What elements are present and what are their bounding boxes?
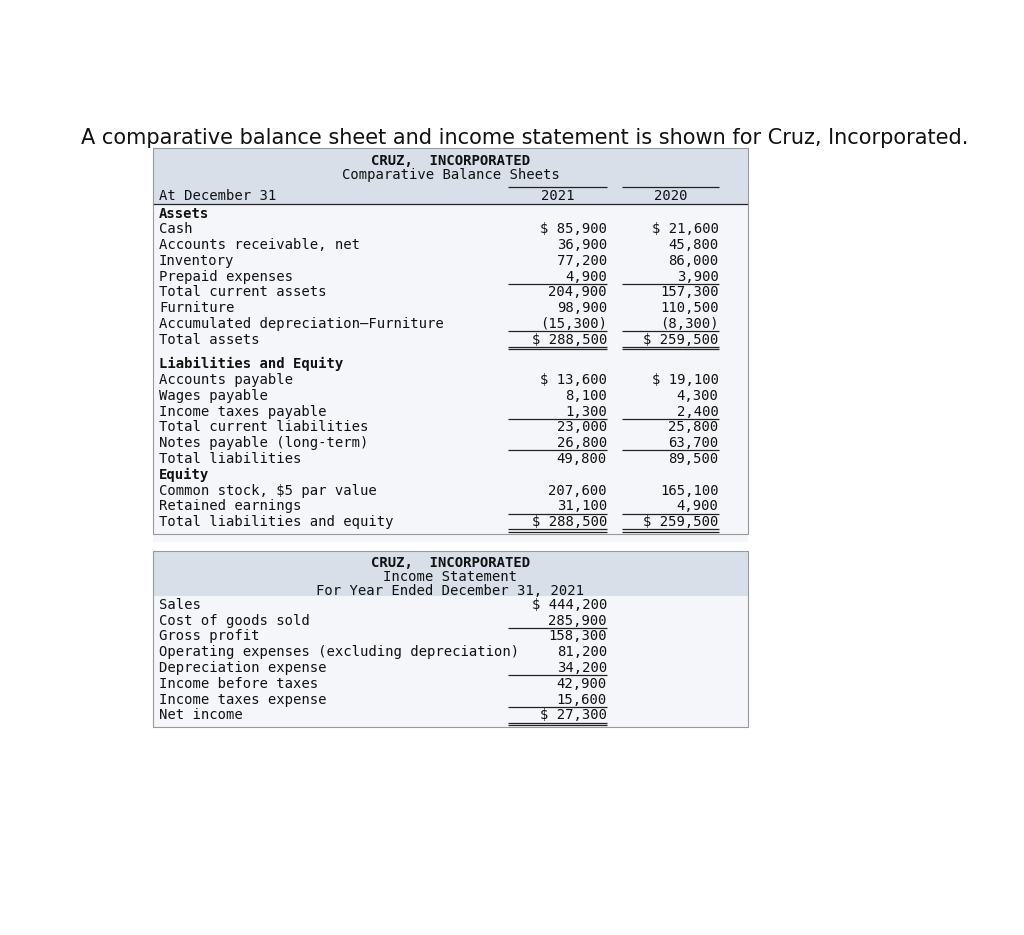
Text: CRUZ,  INCORPORATED: CRUZ, INCORPORATED	[371, 153, 530, 167]
Text: Cash: Cash	[159, 223, 193, 237]
Text: Equity: Equity	[159, 468, 209, 482]
Text: 1,300: 1,300	[565, 405, 607, 419]
Text: Gross profit: Gross profit	[159, 629, 259, 643]
Text: Cost of goods sold: Cost of goods sold	[159, 613, 309, 627]
Text: 49,800: 49,800	[557, 452, 607, 466]
Text: 86,000: 86,000	[669, 254, 719, 268]
Text: $ 21,600: $ 21,600	[651, 223, 719, 237]
FancyBboxPatch shape	[153, 187, 748, 204]
Text: 2020: 2020	[653, 189, 687, 203]
Text: 157,300: 157,300	[659, 285, 719, 299]
FancyBboxPatch shape	[153, 551, 748, 596]
Text: Income before taxes: Income before taxes	[159, 677, 318, 691]
Text: 158,300: 158,300	[548, 629, 607, 643]
Text: Prepaid expenses: Prepaid expenses	[159, 269, 293, 283]
Text: Inventory: Inventory	[159, 254, 234, 268]
Text: (8,300): (8,300)	[659, 317, 719, 331]
Text: $ 444,200: $ 444,200	[531, 597, 607, 611]
Text: 63,700: 63,700	[669, 437, 719, 450]
Text: $ 19,100: $ 19,100	[651, 373, 719, 387]
Text: 4,900: 4,900	[565, 269, 607, 283]
Text: Notes payable (long-term): Notes payable (long-term)	[159, 437, 369, 450]
Text: Wages payable: Wages payable	[159, 389, 268, 403]
Text: Retained earnings: Retained earnings	[159, 499, 301, 513]
Text: $ 259,500: $ 259,500	[643, 333, 719, 347]
Text: 26,800: 26,800	[557, 437, 607, 450]
Text: 2021: 2021	[541, 189, 574, 203]
Text: 285,900: 285,900	[548, 613, 607, 627]
Text: 25,800: 25,800	[669, 421, 719, 435]
Text: Net income: Net income	[159, 709, 243, 723]
Text: $ 259,500: $ 259,500	[643, 515, 719, 529]
Text: 165,100: 165,100	[659, 483, 719, 497]
Text: Income taxes payable: Income taxes payable	[159, 405, 327, 419]
Text: Accumulated depreciation–Furniture: Accumulated depreciation–Furniture	[159, 317, 443, 331]
FancyBboxPatch shape	[153, 596, 748, 728]
Text: 34,200: 34,200	[557, 661, 607, 675]
Text: At December 31: At December 31	[159, 189, 276, 203]
Text: 23,000: 23,000	[557, 421, 607, 435]
Text: 110,500: 110,500	[659, 301, 719, 315]
Text: $ 13,600: $ 13,600	[540, 373, 607, 387]
FancyBboxPatch shape	[153, 149, 748, 187]
Text: Sales: Sales	[159, 597, 201, 611]
Text: 81,200: 81,200	[557, 645, 607, 659]
Text: 45,800: 45,800	[669, 238, 719, 252]
Text: Liabilities and Equity: Liabilities and Equity	[159, 357, 343, 371]
Text: 89,500: 89,500	[669, 452, 719, 466]
Text: 77,200: 77,200	[557, 254, 607, 268]
Text: 4,300: 4,300	[677, 389, 719, 403]
Text: Common stock, $5 par value: Common stock, $5 par value	[159, 483, 377, 497]
Text: 3,900: 3,900	[677, 269, 719, 283]
Text: Total current liabilities: Total current liabilities	[159, 421, 369, 435]
Text: $ 288,500: $ 288,500	[531, 333, 607, 347]
Text: 207,600: 207,600	[548, 483, 607, 497]
Text: (15,300): (15,300)	[540, 317, 607, 331]
Text: Income taxes expense: Income taxes expense	[159, 693, 327, 707]
Text: Operating expenses (excluding depreciation): Operating expenses (excluding depreciati…	[159, 645, 519, 659]
FancyBboxPatch shape	[153, 204, 748, 542]
Text: Total assets: Total assets	[159, 333, 259, 347]
Text: Total liabilities: Total liabilities	[159, 452, 301, 466]
Text: A comparative balance sheet and income statement is shown for Cruz, Incorporated: A comparative balance sheet and income s…	[81, 127, 969, 148]
Text: 15,600: 15,600	[557, 693, 607, 707]
Text: Accounts payable: Accounts payable	[159, 373, 293, 387]
Text: Accounts receivable, net: Accounts receivable, net	[159, 238, 360, 252]
Text: For Year Ended December 31, 2021: For Year Ended December 31, 2021	[316, 584, 585, 598]
Text: 2,400: 2,400	[677, 405, 719, 419]
Text: Total liabilities and equity: Total liabilities and equity	[159, 515, 393, 529]
Text: Assets: Assets	[159, 207, 209, 221]
Text: Total current assets: Total current assets	[159, 285, 327, 299]
Text: 8,100: 8,100	[565, 389, 607, 403]
Text: CRUZ,  INCORPORATED: CRUZ, INCORPORATED	[371, 556, 530, 570]
Text: Furniture: Furniture	[159, 301, 234, 315]
Text: 31,100: 31,100	[557, 499, 607, 513]
Text: $ 85,900: $ 85,900	[540, 223, 607, 237]
Text: Income Statement: Income Statement	[383, 570, 517, 584]
Text: 4,900: 4,900	[677, 499, 719, 513]
Text: 36,900: 36,900	[557, 238, 607, 252]
Text: $ 27,300: $ 27,300	[540, 709, 607, 723]
Text: Depreciation expense: Depreciation expense	[159, 661, 327, 675]
Text: 204,900: 204,900	[548, 285, 607, 299]
Text: 98,900: 98,900	[557, 301, 607, 315]
Text: $ 288,500: $ 288,500	[531, 515, 607, 529]
Text: Comparative Balance Sheets: Comparative Balance Sheets	[342, 167, 559, 181]
Text: 42,900: 42,900	[557, 677, 607, 691]
